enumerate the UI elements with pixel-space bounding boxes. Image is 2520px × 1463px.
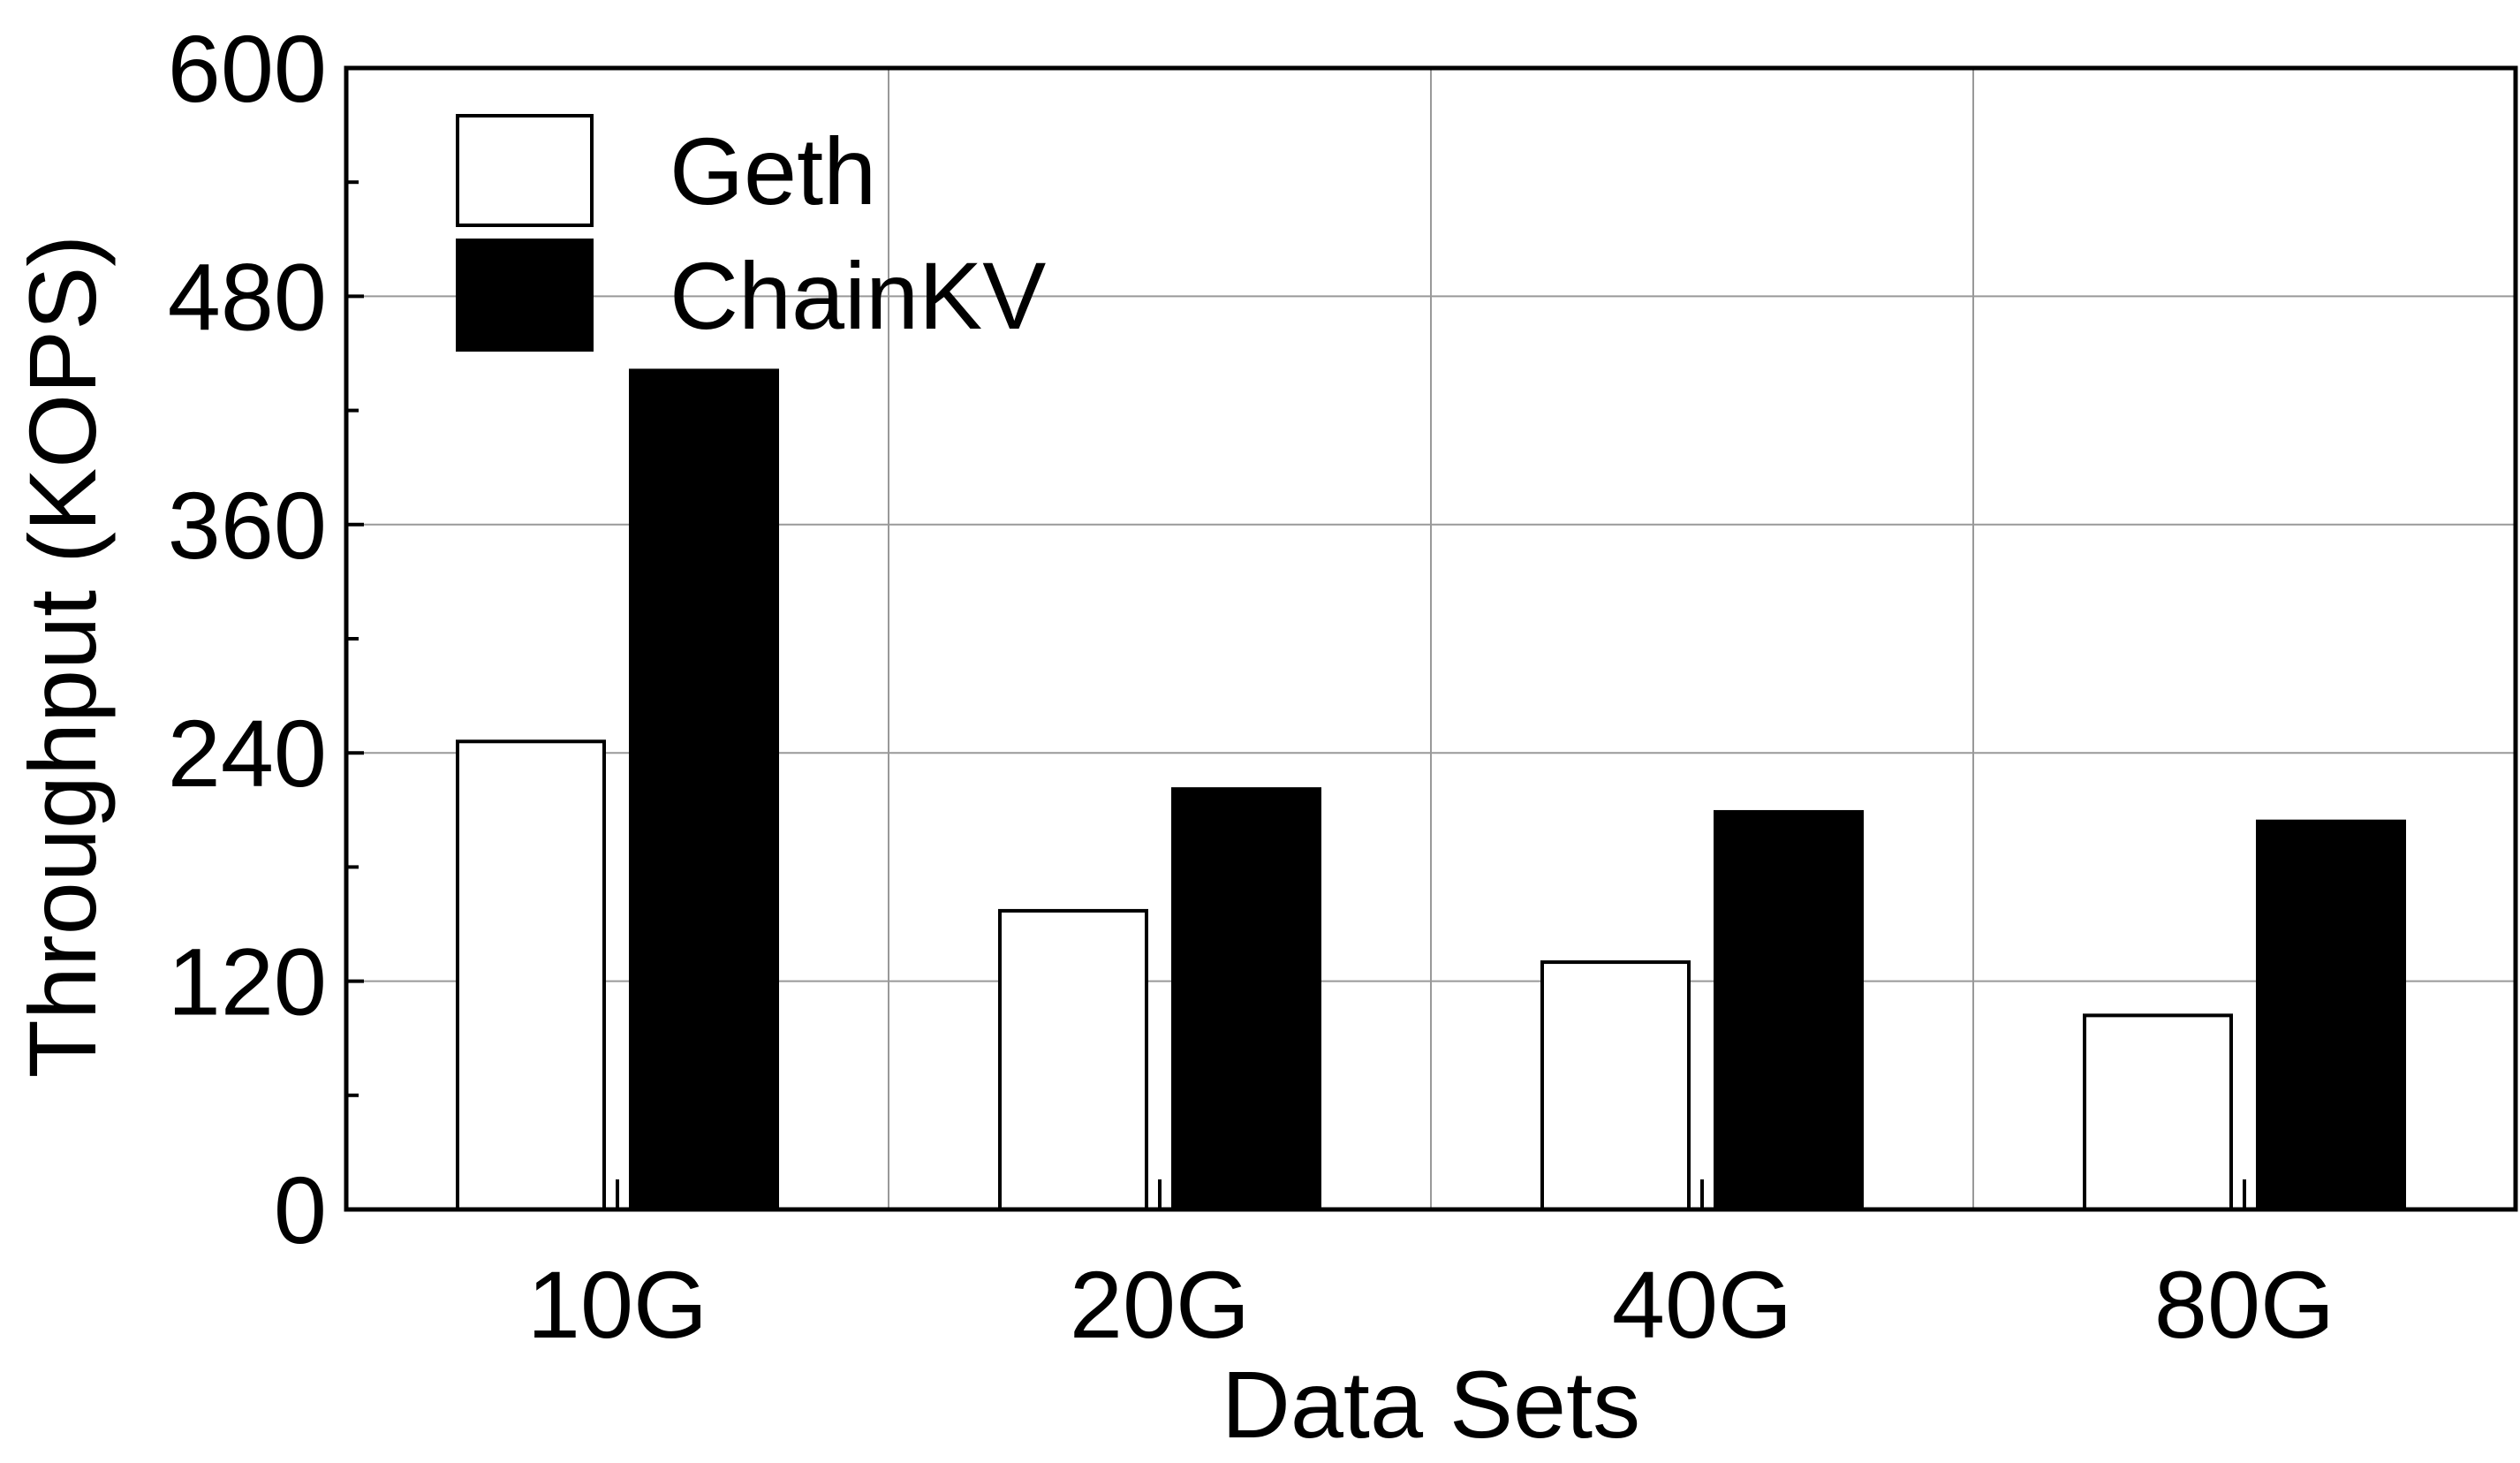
y-tick-label: 480 (168, 243, 327, 350)
y-axis-title: Throughput (KOPS) (9, 235, 116, 1078)
bar-geth-10g (456, 739, 606, 1211)
bar-geth-20g (998, 908, 1148, 1211)
legend-label-chainkv: ChainKV (670, 242, 1046, 349)
axis-ticks (346, 66, 2246, 1211)
y-tick-label: 600 (168, 15, 327, 122)
legend-swatch-geth (456, 114, 594, 227)
y-tick-label: 360 (168, 472, 327, 579)
x-axis-title: Data Sets (1222, 1351, 1640, 1458)
x-tick-label: 40G (1612, 1251, 1792, 1358)
bar-chainkv-20g (1171, 787, 1321, 1211)
x-tick-label: 80G (2154, 1251, 2335, 1358)
x-tick-label: 10G (527, 1251, 708, 1358)
y-tick-labels: 0 120 240 360 480 600 (168, 15, 327, 1263)
bar-chainkv-40g (1714, 809, 1864, 1211)
bar-geth-80g (2083, 1013, 2233, 1211)
legend: Geth ChainKV (456, 114, 1046, 352)
legend-swatch-chainkv (456, 239, 594, 352)
bars (456, 368, 2406, 1211)
bar-geth-40g (1540, 960, 1691, 1211)
y-tick-label: 120 (168, 929, 327, 1035)
y-tick-label: 0 (274, 1156, 327, 1263)
bar-chainkv-80g (2256, 819, 2406, 1211)
y-tick-label: 240 (168, 700, 327, 807)
x-tick-label: 20G (1070, 1251, 1250, 1358)
legend-label-geth: Geth (670, 117, 876, 224)
x-tick-labels: 10G 20G 40G 80G (527, 1251, 2335, 1358)
bar-chainkv-10g (629, 368, 779, 1211)
